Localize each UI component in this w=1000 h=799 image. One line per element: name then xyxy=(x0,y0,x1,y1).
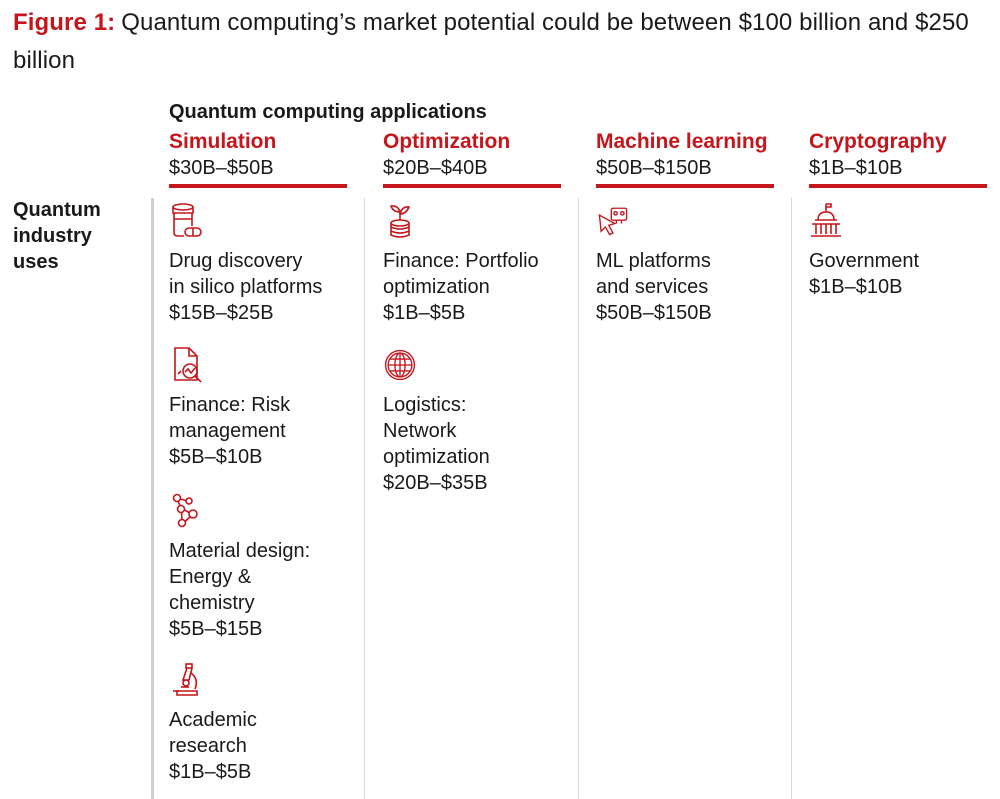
use-finance-risk: Finance: Risk management $5B–$10B xyxy=(169,346,359,470)
use-value: $1B–$5B xyxy=(383,302,466,324)
use-value: $5B–$15B xyxy=(169,618,263,640)
use-drug-discovery: Drug discovery in silico platforms $15B–… xyxy=(169,202,359,326)
use-label: ML platforms and services xyxy=(596,250,711,298)
use-ml-platforms: ML platforms and services $50B–$150B xyxy=(596,202,786,326)
use-label: Government xyxy=(809,250,920,272)
figure-title-text: Quantum computing’s market potential cou… xyxy=(13,9,969,74)
column-divider xyxy=(151,198,154,799)
pill-bottle-icon xyxy=(169,202,203,240)
column-divider xyxy=(791,198,792,799)
column-header-machine-learning: Machine learning $50B–$150B xyxy=(596,128,774,188)
column-value: $1B–$10B xyxy=(809,157,903,179)
microscope-icon xyxy=(169,661,203,699)
column-header-cryptography: Cryptography $1B–$10B xyxy=(809,128,987,188)
use-value: $20B–$35B xyxy=(383,472,488,494)
molecule-icon xyxy=(169,492,203,530)
use-academic-research: Academic research $1B–$5B xyxy=(169,661,359,785)
column-name: Cryptography xyxy=(809,130,947,153)
column-header-optimization: Optimization $20B–$40B xyxy=(383,128,561,188)
globe-icon xyxy=(383,346,417,384)
use-label: Academic research xyxy=(169,709,257,757)
column-name: Simulation xyxy=(169,130,277,153)
column-value: $20B–$40B xyxy=(383,157,488,179)
column-divider xyxy=(364,198,365,799)
figure-prefix: Figure 1: xyxy=(13,9,116,36)
use-label: Material design: Energy & chemistry xyxy=(169,540,311,614)
use-label: Finance: Risk management xyxy=(169,394,291,442)
coin-plant-icon xyxy=(383,202,417,240)
column-name: Optimization xyxy=(383,130,511,153)
use-material-design: Material design: Energy & chemistry $5B–… xyxy=(169,492,359,642)
capitol-building-icon xyxy=(809,202,843,240)
use-value: $1B–$5B xyxy=(169,761,252,783)
uses-row-label: Quantum industry uses xyxy=(13,199,101,273)
use-government: Government $1B–$10B xyxy=(809,202,999,300)
applications-heading: Quantum computing applications xyxy=(169,101,487,123)
column-name: Machine learning xyxy=(596,130,768,153)
column-header-simulation: Simulation $30B–$50B xyxy=(169,128,347,188)
column-divider xyxy=(578,198,579,799)
figure-title: Figure 1: Quantum computing’s market pote… xyxy=(13,4,993,80)
use-label: Drug discovery in silico platforms xyxy=(169,250,323,298)
use-logistics: Logistics: Network optimization $20B–$35… xyxy=(383,346,573,496)
use-finance-portfolio: Finance: Portfolio optimization $1B–$5B xyxy=(383,202,573,326)
robot-cursor-icon xyxy=(596,202,630,240)
use-value: $50B–$150B xyxy=(596,302,712,324)
use-value: $15B–$25B xyxy=(169,302,274,324)
document-chart-icon xyxy=(169,346,203,384)
use-label: Logistics: Network optimization xyxy=(383,394,490,468)
use-value: $1B–$10B xyxy=(809,276,903,298)
use-value: $5B–$10B xyxy=(169,446,263,468)
column-value: $50B–$150B xyxy=(596,157,712,179)
column-value: $30B–$50B xyxy=(169,157,274,179)
use-label: Finance: Portfolio optimization xyxy=(383,250,539,298)
